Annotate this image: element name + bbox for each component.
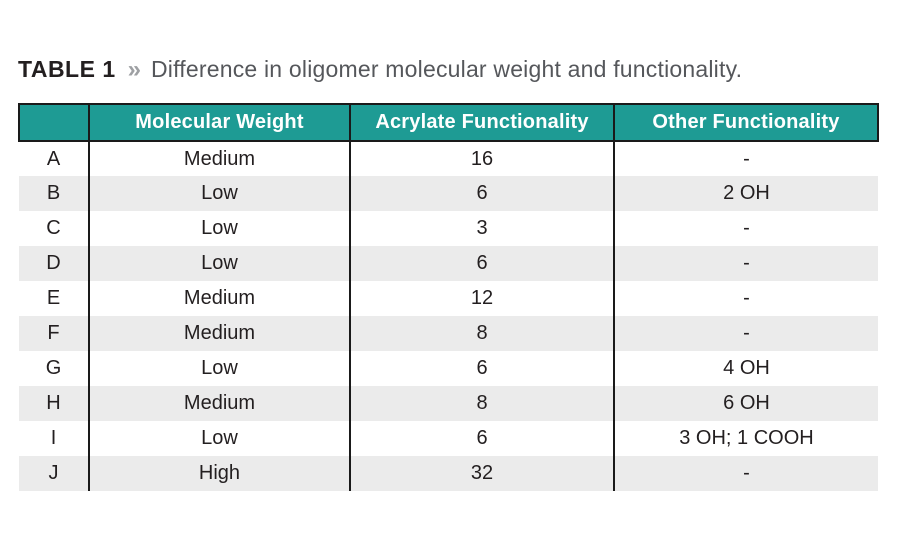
table-row: B Low 6 2 OH xyxy=(19,176,878,211)
cell-other-functionality: 4 OH xyxy=(613,351,878,386)
cell-acrylate-functionality: 6 xyxy=(349,176,614,211)
cell-acrylate-functionality: 6 xyxy=(349,351,614,386)
cell-other-functionality: 3 OH; 1 COOH xyxy=(613,421,878,456)
data-table: Molecular Weight Acrylate Functionality … xyxy=(18,103,879,491)
table-caption: TABLE 1 » Difference in oligomer molecul… xyxy=(18,56,878,84)
row-label-cell: J xyxy=(48,462,59,484)
cell-molecular-weight: Low xyxy=(88,351,350,386)
cell-other-functionality: 6 OH xyxy=(613,386,878,421)
table-row: C Low 3 - xyxy=(19,211,878,246)
row-label-cell: D xyxy=(46,252,61,274)
table-row: J High 32 - xyxy=(19,456,878,491)
column-header-acrylate-functionality: Acrylate Functionality xyxy=(349,103,615,142)
column-header-blank xyxy=(18,103,90,142)
cell-other-functionality: - xyxy=(613,246,878,281)
cell-molecular-weight: Low xyxy=(88,176,350,211)
cell-acrylate-functionality: 8 xyxy=(349,316,614,351)
table-row: I Low 6 3 OH; 1 COOH xyxy=(19,421,878,456)
cell-molecular-weight: Medium xyxy=(88,141,350,176)
cell-molecular-weight: Low xyxy=(88,246,350,281)
cell-acrylate-functionality: 6 xyxy=(349,246,614,281)
header-row: Molecular Weight Acrylate Functionality … xyxy=(18,103,879,142)
row-label-cell: F xyxy=(47,322,60,344)
double-chevron-icon: » xyxy=(127,56,141,83)
cell-acrylate-functionality: 3 xyxy=(349,211,614,246)
cell-molecular-weight: Medium xyxy=(88,281,350,316)
cell-acrylate-functionality: 8 xyxy=(349,386,614,421)
row-label-cell: A xyxy=(46,147,61,170)
cell-acrylate-functionality: 32 xyxy=(349,456,614,491)
row-label-cell: G xyxy=(45,357,62,379)
row-label-cell: I xyxy=(50,427,57,449)
row-label-cell: E xyxy=(46,287,61,309)
cell-other-functionality: - xyxy=(613,456,878,491)
table-row: G Low 6 4 OH xyxy=(19,351,878,386)
row-label-cell: C xyxy=(46,217,61,239)
cell-other-functionality: - xyxy=(613,316,878,351)
cell-other-functionality: - xyxy=(613,281,878,316)
cell-acrylate-functionality: 6 xyxy=(349,421,614,456)
cell-acrylate-functionality: 16 xyxy=(349,141,614,176)
row-label-cell: B xyxy=(46,182,61,204)
cell-other-functionality: 2 OH xyxy=(613,176,878,211)
cell-molecular-weight: Low xyxy=(88,211,350,246)
table-row: F Medium 8 - xyxy=(19,316,878,351)
table-row: D Low 6 - xyxy=(19,246,878,281)
column-header-molecular-weight: Molecular Weight xyxy=(88,103,351,142)
table-description: Difference in oligomer molecular weight … xyxy=(151,56,743,82)
table-row: H Medium 8 6 OH xyxy=(19,386,878,421)
table-row: E Medium 12 - xyxy=(19,281,878,316)
cell-molecular-weight: Low xyxy=(88,421,350,456)
cell-molecular-weight: High xyxy=(88,456,350,491)
column-header-other-functionality: Other Functionality xyxy=(613,103,879,142)
cell-acrylate-functionality: 12 xyxy=(349,281,614,316)
cell-other-functionality: - xyxy=(613,141,878,176)
table-number-label: TABLE 1 xyxy=(18,56,116,82)
cell-molecular-weight: Medium xyxy=(88,316,350,351)
table-row: A Medium 16 - xyxy=(19,141,878,176)
cell-molecular-weight: Medium xyxy=(88,386,350,421)
row-label-cell: H xyxy=(46,392,61,414)
cell-other-functionality: - xyxy=(613,211,878,246)
